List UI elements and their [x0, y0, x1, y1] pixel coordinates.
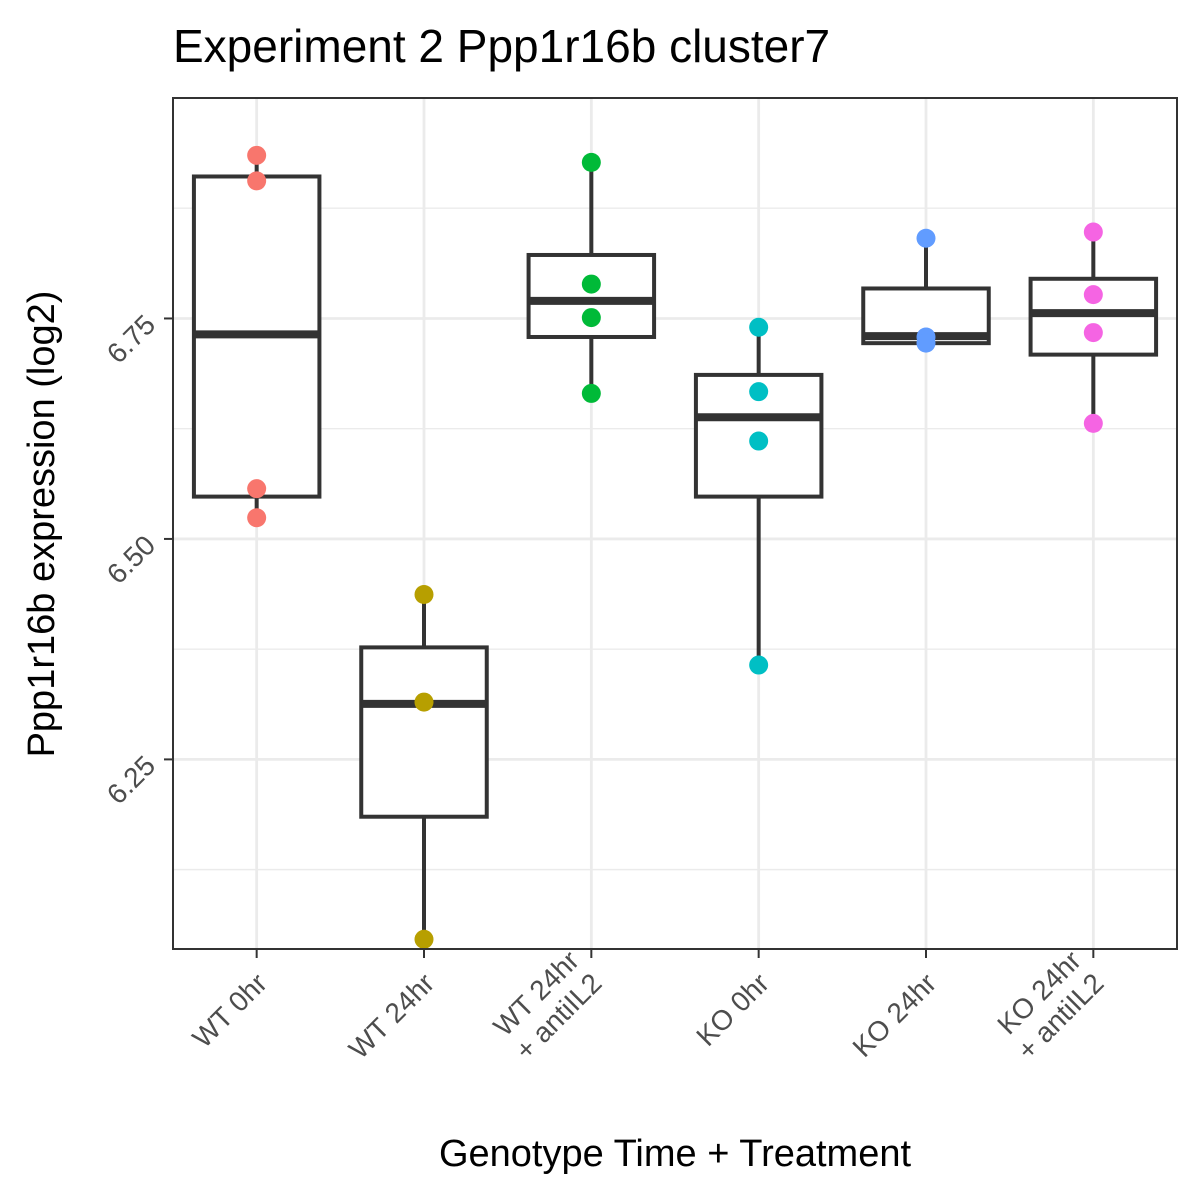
panel-background: [173, 98, 1177, 949]
box-group: [359, 594, 489, 940]
x-tick-label-line: KO 0hr: [690, 967, 775, 1052]
x-tick-label: KO 0hr: [690, 967, 775, 1052]
data-point: [1083, 323, 1103, 343]
data-point: [581, 274, 601, 294]
data-point: [1083, 413, 1103, 433]
x-tick-label: WT 24hr: [343, 967, 440, 1064]
x-tick-label: KO 24hr+ antiIL2: [989, 945, 1110, 1066]
panel-border: [172, 97, 1178, 950]
data-point: [916, 228, 936, 248]
data-point: [247, 145, 267, 165]
data-point: [581, 383, 601, 403]
x-tick-label-line: WT 24hr: [343, 967, 440, 1064]
chart-title: Experiment 2 Ppp1r16b cluster7: [173, 20, 830, 72]
data-point: [414, 929, 434, 949]
y-axis-title: Ppp1r16b expression (log2): [21, 291, 63, 758]
data-point: [749, 317, 769, 337]
data-point: [247, 479, 267, 499]
x-tick-label-line: KO 24hr: [847, 967, 943, 1063]
x-axis-title: Genotype Time + Treatment: [439, 1133, 912, 1175]
data-point: [414, 584, 434, 604]
data-point: [1083, 222, 1103, 242]
x-tick-label: WT 0hr: [186, 967, 272, 1053]
y-axis: 6.25 6.50 6.75: [101, 309, 173, 810]
y-tick-label: 6.75: [101, 309, 161, 369]
plot-panel: [172, 97, 1178, 950]
y-tick-label: 6.50: [101, 529, 161, 589]
x-tick-label: WT 24hr+ antiIL2: [487, 945, 608, 1066]
data-point: [581, 152, 601, 172]
y-tick-label: 6.25: [101, 750, 161, 810]
data-point: [749, 655, 769, 675]
box-group: [191, 155, 322, 518]
data-point: [749, 431, 769, 451]
box: [359, 645, 489, 819]
data-point: [247, 508, 267, 528]
data-point: [916, 333, 936, 353]
data-point: [581, 308, 601, 328]
data-point: [749, 382, 769, 402]
data-point: [1083, 285, 1103, 305]
x-tick-label-line: WT 0hr: [186, 967, 272, 1053]
x-axis: WT 0hr WT 24hr WT 24hr+ antiIL2 KO 0hr KO 24…: [186, 945, 1109, 1066]
data-point: [414, 692, 434, 712]
data-point: [247, 171, 267, 191]
x-tick-label: KO 24hr: [847, 967, 943, 1063]
